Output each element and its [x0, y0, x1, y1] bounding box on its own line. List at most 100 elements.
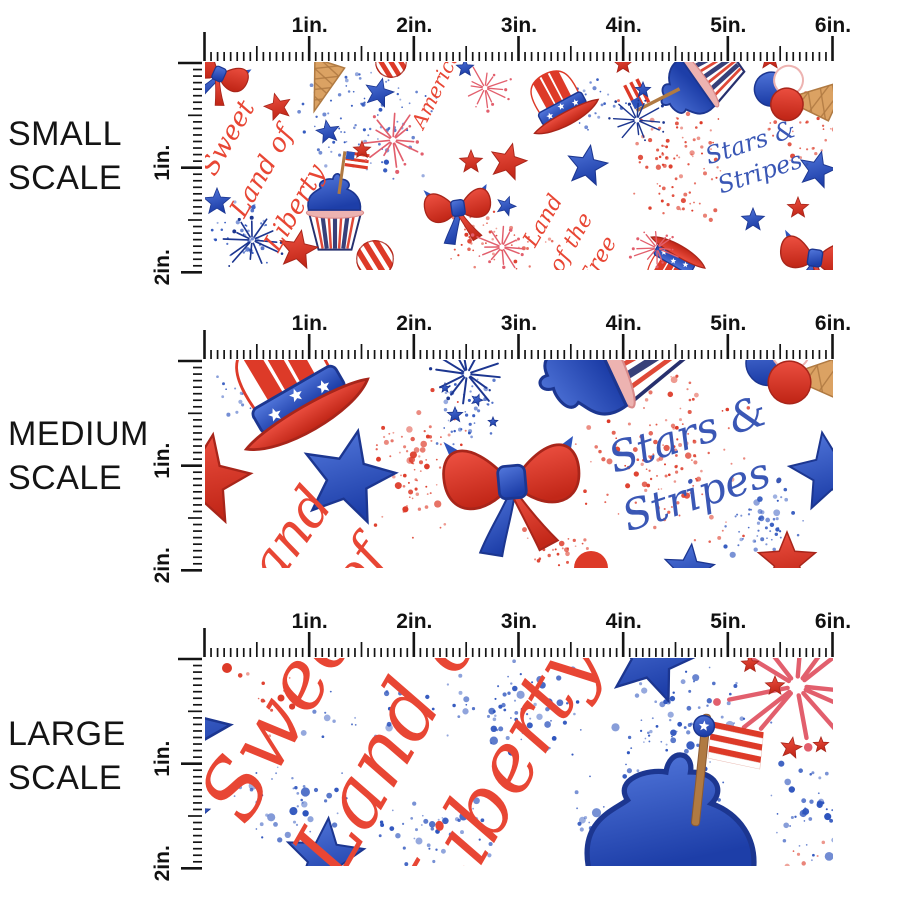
- speckles-motif: [373, 388, 472, 539]
- star-motif: [487, 415, 499, 427]
- ruler-inch-label-h: 4in.: [606, 610, 642, 633]
- scale-label-small: SMALL SCALE: [8, 112, 122, 200]
- star-motif: [762, 62, 778, 69]
- cupcake-motif: [538, 360, 690, 416]
- star-motif: [279, 228, 320, 270]
- star-motif: [780, 736, 803, 759]
- star-motif: [786, 195, 810, 218]
- star-motif: [458, 148, 484, 173]
- ruler-inch-label-h: 1in.: [292, 312, 328, 335]
- ruler-inch-label-h: 6in.: [815, 14, 851, 37]
- speckles-motif: [617, 99, 722, 223]
- speckles-motif: [237, 668, 309, 738]
- ruler-inch-label-h: 2in.: [396, 610, 432, 633]
- star-motif: [614, 62, 632, 73]
- firework-motif: [470, 225, 524, 269]
- dot-motif: [574, 551, 608, 568]
- star-motif: [205, 431, 254, 525]
- ruler-inch-label-h: 3in.: [501, 14, 537, 37]
- star-motif: [786, 429, 833, 511]
- ruler-inch-label-h: 3in.: [501, 312, 537, 335]
- ruler-inch-label-h: 2in.: [396, 312, 432, 335]
- star-motif: [446, 405, 464, 423]
- speckles-motif: [223, 766, 348, 843]
- ruler-inch-label-v: 1in.: [151, 741, 174, 777]
- star-motif: [205, 717, 234, 741]
- star-motif: [634, 80, 652, 98]
- star-motif: [812, 735, 830, 753]
- scale-label-line1: SMALL: [8, 115, 122, 153]
- bow-motif: [442, 436, 581, 558]
- star-motif: [756, 529, 818, 568]
- star-motif: [205, 808, 212, 828]
- star-motif: [352, 139, 372, 159]
- ruler-inch-label-h: 2in.: [396, 14, 432, 37]
- icecream-motif: [753, 64, 833, 123]
- star-motif: [740, 206, 766, 231]
- hat-motif: [232, 360, 370, 451]
- cupcake-motif: [584, 752, 757, 866]
- panel-medium-scale: MEDIUM SCALE 1in. 2in. 3in. 4in. 5in. 6in. 1in…: [0, 300, 900, 600]
- dot-motif: [222, 663, 232, 673]
- ruler-inch-label-v: 2in.: [151, 249, 174, 285]
- scale-label-medium: MEDIUM SCALE: [8, 412, 149, 500]
- star-motif: [205, 186, 232, 215]
- star-motif: [663, 542, 717, 568]
- ruler-inch-label-v: 2in.: [151, 547, 174, 583]
- panel-large-scale: LARGE SCALE 1in. 2in. 3in. 4in. 5in. 6in. 1in.…: [0, 600, 900, 900]
- speckles-motif: [574, 362, 751, 543]
- speckles-motif: [300, 689, 403, 739]
- flagpick-motif: [690, 713, 764, 827]
- ruler-inch-label-h: 5in.: [710, 312, 746, 335]
- scale-label-line1: LARGE: [8, 715, 126, 753]
- ruler-inch-label-v: 1in.: [151, 443, 174, 479]
- ruler-inch-label-h: 4in.: [606, 14, 642, 37]
- ruler-inch-label-h: 1in.: [292, 14, 328, 37]
- ruler-inch-label-v: 2in.: [151, 845, 174, 881]
- speckles-motif: [378, 797, 493, 866]
- star-motif: [764, 674, 786, 695]
- ruler-inch-label-v: 1in.: [151, 145, 174, 181]
- star-motif: [471, 393, 485, 407]
- ruler-inch-label-h: 1in.: [292, 610, 328, 633]
- star-motif: [315, 119, 340, 144]
- star-motif: [365, 77, 396, 108]
- star-motif: [439, 381, 451, 393]
- bow-motif: [423, 183, 492, 245]
- ruler-inch-label-h: 5in.: [710, 14, 746, 37]
- star-motif: [613, 658, 696, 704]
- ruler-inch-label-h: 3in.: [501, 610, 537, 633]
- scale-label-line1: MEDIUM: [8, 415, 149, 453]
- star-motif: [262, 92, 291, 122]
- scale-label-line2: SCALE: [8, 759, 122, 797]
- firework-motif: [467, 66, 512, 113]
- star-motif: [490, 142, 529, 181]
- panel-small-scale: SMALL SCALE 1in. 2in. 3in. 4in. 5in. 6in. 1in.…: [0, 0, 900, 300]
- star-motif: [799, 150, 833, 189]
- speckles-motif: [776, 760, 833, 862]
- ruler-inch-label-h: 6in.: [815, 312, 851, 335]
- scale-label-line2: SCALE: [8, 459, 122, 497]
- star-motif: [496, 195, 518, 217]
- star-motif: [455, 62, 475, 77]
- firework-motif: [222, 215, 284, 267]
- star-motif: [567, 143, 610, 187]
- speckles-motif: [425, 659, 582, 756]
- firework-motif: [608, 99, 665, 142]
- firework-motif: [363, 112, 424, 174]
- scale-label-large: LARGE SCALE: [8, 712, 126, 800]
- ruler-inch-label-h: 6in.: [815, 610, 851, 633]
- cupcake-motif: [623, 62, 746, 115]
- bow-motif: [780, 229, 833, 270]
- speckles-motif: [723, 487, 804, 565]
- speckles-motif: [435, 371, 496, 446]
- speckles-motif: [784, 840, 826, 866]
- scale-label-line2: SCALE: [8, 159, 122, 197]
- dot-motif: [277, 694, 285, 702]
- hat-motif: [529, 64, 600, 135]
- star-motif: [285, 815, 367, 866]
- star-motif: [740, 658, 760, 673]
